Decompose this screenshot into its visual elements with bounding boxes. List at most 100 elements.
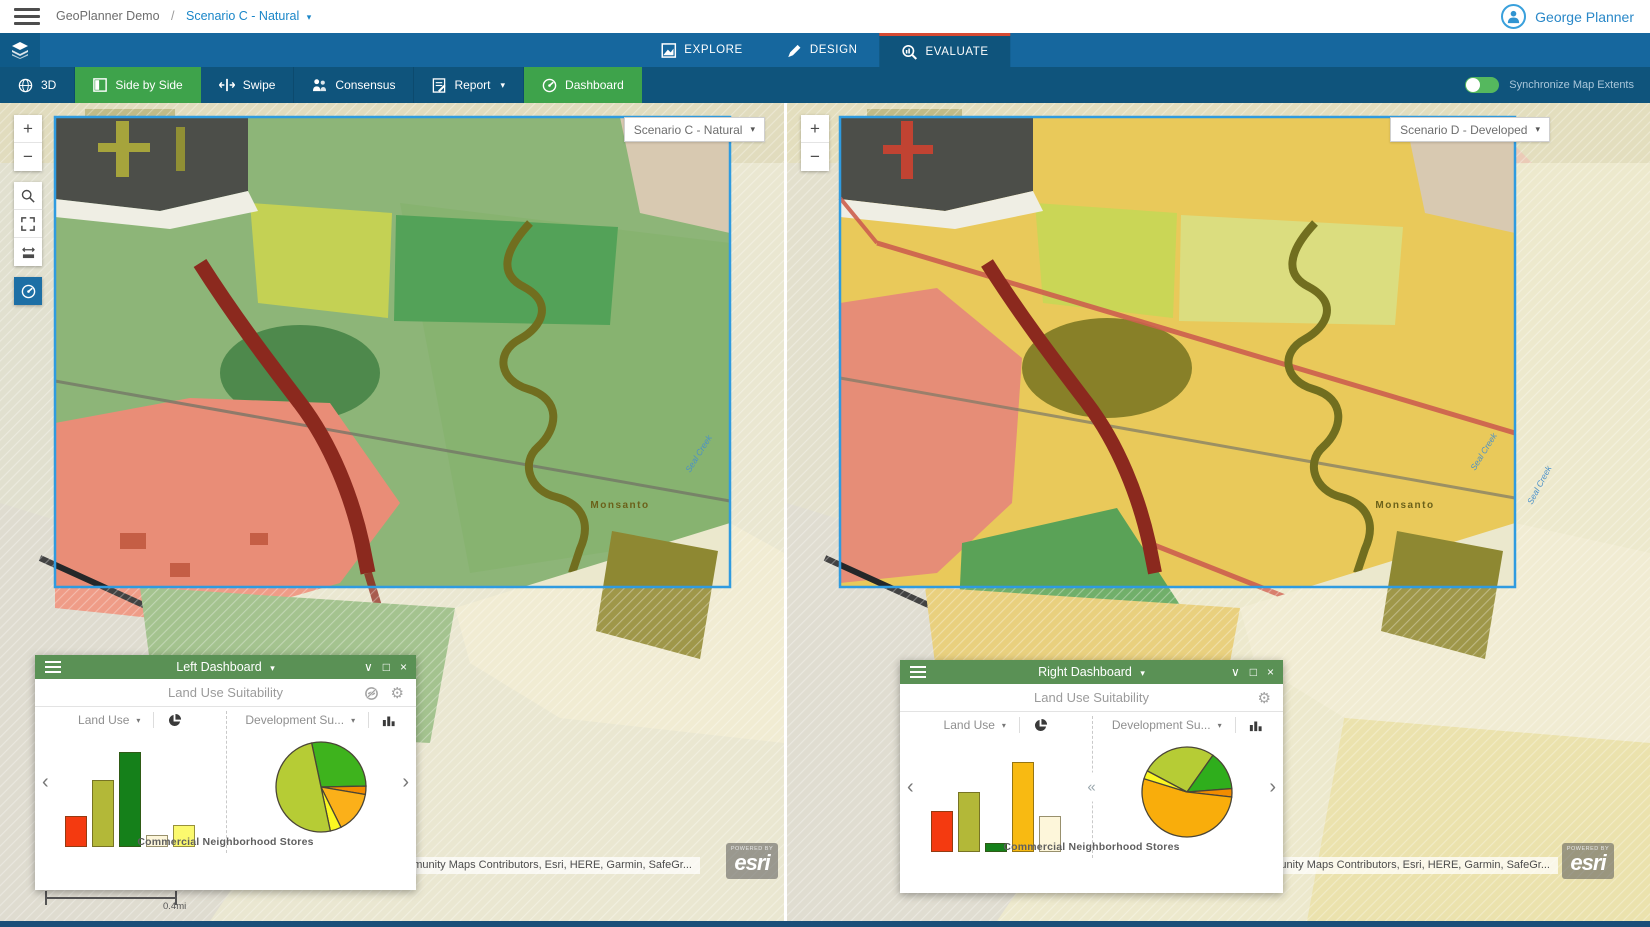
- right-scenario-select[interactable]: Scenario D - Developed ▾: [1390, 117, 1550, 142]
- tab-label: DESIGN: [810, 44, 858, 56]
- visibility-off-icon[interactable]: [364, 686, 379, 701]
- caret-down-icon[interactable]: ▾: [270, 663, 275, 673]
- dashboard-body: ‹ › Land Use ▾ Development Su... ▾: [35, 707, 416, 857]
- dashboard-header[interactable]: Left Dashboard ▾ ∨ □ ×: [35, 655, 416, 679]
- bar-segment: [119, 752, 141, 847]
- report-icon: [432, 78, 446, 93]
- map-divider: [784, 103, 787, 921]
- tab-label: EXPLORE: [684, 44, 743, 56]
- place-label: Monsanto: [590, 500, 649, 511]
- geoplanner-app: GeoPlanner Demo / Scenario C - Natural ▾…: [0, 0, 1650, 927]
- pie-chart-icon[interactable]: [1033, 718, 1048, 733]
- card-select[interactable]: Land Use: [944, 718, 995, 732]
- card-select[interactable]: Development Su...: [245, 713, 344, 727]
- nav-bar: EXPLORE DESIGN EVALUATE: [0, 33, 1650, 67]
- caret-down-icon[interactable]: ▾: [1140, 668, 1145, 678]
- user-menu[interactable]: George Planner: [1501, 4, 1634, 29]
- caret-down-icon: ▾: [750, 124, 755, 135]
- tab-explore[interactable]: EXPLORE: [639, 33, 765, 67]
- caret-down-icon[interactable]: ▾: [307, 12, 312, 22]
- breadcrumb-scenario[interactable]: Scenario C - Natural: [186, 9, 299, 23]
- gear-icon[interactable]: ⚙: [391, 684, 404, 702]
- evaluate-toolbar: 3D Side by Side Swipe Consensus Report ▾…: [0, 67, 1650, 103]
- left-dashboard-panel: Left Dashboard ▾ ∨ □ × Land Use Suitabil…: [35, 655, 416, 890]
- swipe-button[interactable]: Swipe: [201, 67, 295, 103]
- dashboard-toggle-button[interactable]: [14, 277, 42, 305]
- sync-toggle[interactable]: [1465, 77, 1499, 93]
- bar-chart-icon[interactable]: [382, 713, 396, 727]
- dashboard-subtitle: Land Use Suitability: [900, 684, 1283, 712]
- dashboard-title[interactable]: Right Dashboard: [1038, 665, 1132, 679]
- collapse-icon[interactable]: ∨: [1231, 666, 1240, 678]
- report-button[interactable]: Report ▾: [414, 67, 524, 103]
- dashboard-header[interactable]: Right Dashboard ▾ ∨ □ ×: [900, 660, 1283, 684]
- caret-down-icon: ▾: [501, 80, 506, 91]
- land-use-card: Land Use ▾: [35, 707, 226, 857]
- caret-down-icon[interactable]: ▾: [1002, 721, 1006, 730]
- zoom-out-button[interactable]: −: [14, 143, 42, 171]
- explore-icon: [661, 43, 676, 58]
- user-name[interactable]: George Planner: [1535, 9, 1634, 25]
- left-scenario-select[interactable]: Scenario C - Natural ▾: [624, 117, 765, 142]
- 3d-button[interactable]: 3D: [0, 67, 75, 103]
- development-suitability-card: Development Su... ▾: [226, 707, 417, 857]
- dashboard-footer: Commercial Neighborhood Stores: [900, 841, 1283, 853]
- gauge-icon: [21, 284, 36, 299]
- bar-chart-icon[interactable]: [1249, 718, 1263, 732]
- tab-design[interactable]: DESIGN: [765, 33, 880, 67]
- dashboard-body: ‹ › « Land Use ▾ Development Su... ▾: [900, 712, 1283, 862]
- full-extent-button[interactable]: [14, 210, 42, 238]
- top-bar: GeoPlanner Demo / Scenario C - Natural ▾…: [0, 0, 1650, 33]
- place-label: Monsanto: [1375, 500, 1434, 511]
- dashboard-subtitle-row: Land Use Suitability ⚙: [900, 684, 1283, 712]
- card-select[interactable]: Development Su...: [1112, 718, 1211, 732]
- caret-down-icon[interactable]: ▾: [351, 716, 355, 725]
- dashboard-button[interactable]: Dashboard: [524, 67, 642, 103]
- globe-icon: [18, 78, 33, 93]
- dashboard-subtitle-row: Land Use Suitability ⚙: [35, 679, 416, 707]
- mode-tabs: EXPLORE DESIGN EVALUATE: [639, 33, 1010, 67]
- button-label: Dashboard: [565, 78, 624, 92]
- menu-icon[interactable]: [14, 8, 40, 25]
- collapse-icon[interactable]: ∨: [364, 661, 373, 673]
- land-use-bar-chart: [931, 752, 1061, 852]
- avatar[interactable]: [1501, 4, 1526, 29]
- map-controls: + −: [14, 115, 42, 316]
- tab-label: EVALUATE: [926, 46, 989, 58]
- button-label: Swipe: [243, 78, 276, 92]
- development-suitability-card: Development Su... ▾: [1092, 712, 1284, 862]
- zoom-out-button[interactable]: −: [801, 143, 829, 171]
- zoom-in-button[interactable]: +: [14, 115, 42, 143]
- caret-down-icon[interactable]: ▾: [136, 716, 140, 725]
- maximize-icon[interactable]: □: [383, 661, 390, 673]
- gauge-icon: [542, 78, 557, 93]
- land-use-card: Land Use ▾: [900, 712, 1092, 862]
- gear-icon[interactable]: ⚙: [1258, 689, 1271, 707]
- right-dashboard-panel: Right Dashboard ▾ ∨ □ × Land Use Suitabi…: [900, 660, 1283, 893]
- caret-down-icon[interactable]: ▾: [1218, 721, 1222, 730]
- dashboard-title[interactable]: Left Dashboard: [176, 660, 261, 674]
- analysis-extent-left: [55, 117, 730, 587]
- side-by-side-button[interactable]: Side by Side: [75, 67, 200, 103]
- development-pie-chart: [1137, 742, 1237, 842]
- consensus-button[interactable]: Consensus: [294, 67, 414, 103]
- pie-chart-icon[interactable]: [167, 713, 182, 728]
- breadcrumb: GeoPlanner Demo / Scenario C - Natural ▾: [56, 9, 311, 23]
- maximize-icon[interactable]: □: [1250, 666, 1257, 678]
- zoom-in-button[interactable]: +: [801, 115, 829, 143]
- bottom-strip: [0, 921, 1650, 927]
- sync-extents-control: Synchronize Map Extents: [1465, 67, 1634, 103]
- search-button[interactable]: [14, 182, 42, 210]
- button-label: 3D: [41, 78, 56, 92]
- map-controls: + −: [801, 115, 829, 182]
- tab-evaluate[interactable]: EVALUATE: [880, 33, 1011, 67]
- esri-logo: POWERED BY esri: [1562, 843, 1614, 879]
- close-icon[interactable]: ×: [400, 661, 407, 673]
- selected-scenario: Scenario D - Developed: [1400, 123, 1527, 137]
- selected-scenario: Scenario C - Natural: [634, 123, 743, 137]
- card-select[interactable]: Land Use: [78, 713, 129, 727]
- measure-button[interactable]: [14, 238, 42, 266]
- layers-button[interactable]: [0, 33, 40, 67]
- land-use-bar-chart: [65, 747, 195, 847]
- close-icon[interactable]: ×: [1267, 666, 1274, 678]
